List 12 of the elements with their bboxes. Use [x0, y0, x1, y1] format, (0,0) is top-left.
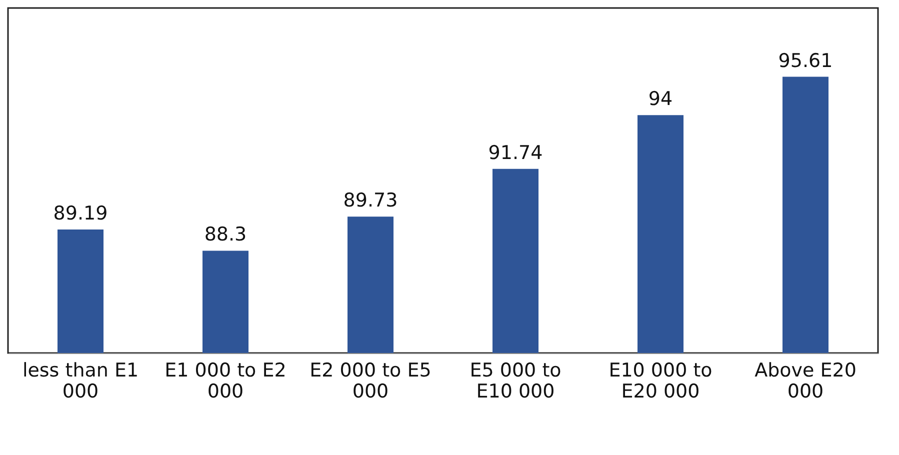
data-label: 89.73 — [343, 190, 398, 212]
x-tick-label: less than E1 000 — [22, 360, 139, 402]
data-label: 94 — [648, 88, 673, 110]
data-label: 88.3 — [204, 224, 247, 246]
x-tick-label: E1 000 to E2 000 — [164, 360, 286, 402]
x-tick-label: E10 000 to E20 000 — [608, 360, 712, 402]
x-tick-label: E5 000 to E10 000 — [470, 360, 562, 402]
data-label: 89.19 — [53, 202, 108, 225]
x-tick-label: E2 000 to E5 000 — [310, 360, 432, 402]
data-label: 95.61 — [778, 50, 833, 72]
x-tick-label: Above E20 000 — [754, 360, 856, 402]
data-label: 91.74 — [488, 142, 543, 164]
